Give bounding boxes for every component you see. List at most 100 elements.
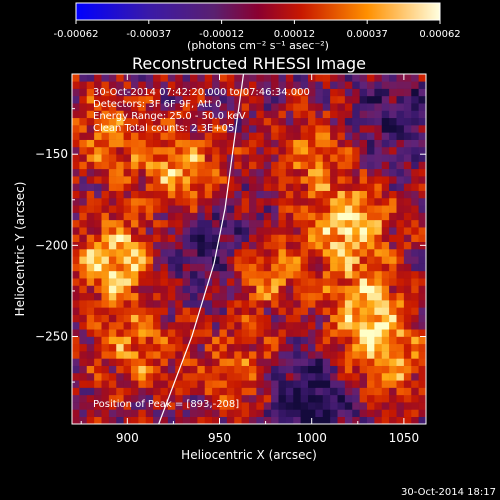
heatmap-cell: [396, 183, 405, 191]
heatmap-cell: [175, 117, 183, 126]
heatmap-cell: [381, 117, 390, 126]
heatmap-cell: [160, 380, 169, 388]
heatmap-cell: [101, 387, 110, 396]
heatmap-cell: [241, 168, 250, 177]
heatmap-cell: [190, 227, 198, 235]
heatmap-cell: [94, 190, 102, 199]
heatmap-cell: [108, 154, 117, 162]
heatmap-cell: [94, 329, 102, 337]
heatmap-cell: [352, 132, 360, 140]
heatmap-cell: [359, 110, 368, 119]
heatmap-cell: [271, 197, 279, 206]
heatmap-cell: [389, 168, 397, 177]
heatmap-cell: [175, 329, 183, 337]
heatmap-cell: [160, 110, 169, 119]
heatmap-cell: [145, 365, 154, 374]
heatmap-cell: [256, 292, 265, 301]
heatmap-cell: [308, 205, 316, 213]
heatmap-cell: [79, 263, 88, 272]
heatmap-cell: [190, 336, 198, 345]
heatmap-cell: [308, 249, 316, 257]
heatmap-cell: [403, 176, 412, 184]
heatmap-cell: [271, 154, 279, 162]
heatmap-cell: [330, 146, 338, 155]
heatmap-cell: [403, 263, 412, 272]
heatmap-cell: [160, 132, 169, 140]
heatmap-cell: [94, 161, 102, 170]
heatmap-cell: [79, 234, 88, 243]
heatmap-cell: [300, 409, 309, 418]
heatmap-cell: [315, 183, 324, 191]
colorbar-tick-label: -0.00012: [199, 29, 244, 40]
heatmap-cell: [278, 249, 287, 257]
heatmap-cell: [285, 146, 294, 155]
heatmap-cell: [359, 154, 368, 162]
heatmap-cell: [337, 336, 346, 345]
heatmap-cell: [79, 343, 88, 352]
heatmap-cell: [219, 176, 228, 184]
heatmap-cell: [278, 292, 287, 301]
heatmap-cell: [381, 249, 390, 257]
heatmap-cell: [175, 176, 183, 184]
heatmap-cell: [285, 139, 294, 148]
heatmap-cell: [123, 365, 132, 374]
heatmap-cell: [293, 95, 301, 104]
heatmap-cell: [278, 103, 287, 111]
colorbar-label: (photons cm⁻² s⁻¹ asec⁻²): [187, 39, 329, 52]
heatmap-cell: [167, 146, 176, 155]
heatmap-cell: [219, 241, 228, 250]
heatmap-cell: [79, 409, 88, 418]
heatmap-cell: [285, 329, 294, 337]
heatmap-cell: [86, 300, 95, 308]
heatmap-cell: [131, 380, 139, 388]
heatmap-cell: [167, 139, 176, 148]
heatmap-cell: [374, 117, 383, 126]
heatmap-cell: [94, 402, 102, 410]
heatmap-cell: [403, 168, 412, 177]
heatmap-cell: [308, 139, 316, 148]
heatmap-cell: [219, 270, 228, 279]
colorbar-tick-label: -0.00062: [54, 29, 99, 40]
heatmap-cell: [293, 416, 301, 424]
heatmap-cell: [344, 103, 353, 111]
heatmap-cell: [79, 219, 88, 228]
heatmap-cell: [322, 249, 331, 257]
heatmap-cell: [285, 256, 294, 264]
heatmap-cell: [337, 256, 346, 264]
heatmap-cell: [337, 95, 346, 104]
heatmap-cell: [219, 416, 228, 424]
heatmap-cell: [101, 95, 110, 104]
heatmap-cell: [359, 176, 368, 184]
colorbar-tick-label: 0.00037: [347, 29, 388, 40]
heatmap-cell: [330, 336, 338, 345]
heatmap-cell: [182, 176, 191, 184]
heatmap-cell: [160, 205, 169, 213]
heatmap-cell: [212, 358, 220, 366]
heatmap-cell: [226, 372, 235, 381]
heatmap-cell: [322, 270, 331, 279]
heatmap-cell: [234, 358, 242, 366]
heatmap-cell: [153, 227, 161, 235]
heatmap-cell: [396, 409, 405, 418]
heatmap-cell: [145, 161, 154, 170]
heatmap-cell: [374, 416, 383, 424]
heatmap-cell: [86, 387, 95, 396]
heatmap-cell: [226, 292, 235, 301]
heatmap-cell: [389, 358, 397, 366]
heatmap-cell: [131, 372, 139, 381]
heatmap-cell: [315, 402, 324, 410]
heatmap-cell: [197, 219, 206, 228]
heatmap-cell: [330, 307, 338, 315]
heatmap-cell: [101, 307, 110, 315]
heatmap-cell: [219, 125, 228, 133]
heatmap-cell: [263, 292, 272, 301]
heatmap-cell: [204, 307, 213, 315]
heatmap-cell: [94, 336, 102, 345]
heatmap-cell: [330, 372, 338, 381]
heatmap-cell: [204, 197, 213, 206]
heatmap-cell: [359, 336, 368, 345]
heatmap-cell: [108, 234, 117, 243]
heatmap-cell: [352, 416, 360, 424]
heatmap-cell: [374, 125, 383, 133]
heatmap-cell: [79, 81, 88, 89]
